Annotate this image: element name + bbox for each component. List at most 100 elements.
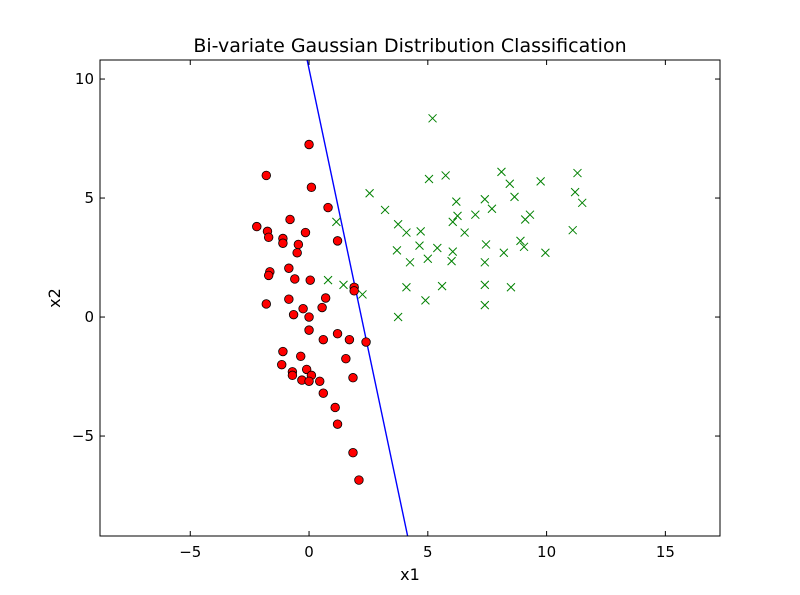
- circle-marker-point: [288, 309, 299, 320]
- x-marker-point: [393, 312, 403, 322]
- x-marker-point: [447, 256, 456, 266]
- x-marker-point: [451, 197, 461, 206]
- circle-marker-point: [348, 448, 358, 458]
- circle-marker-point: [349, 286, 359, 296]
- circle-marker-point: [306, 182, 317, 193]
- x-marker-point: [573, 168, 582, 178]
- circle-marker-point: [261, 299, 271, 309]
- x-marker-point: [481, 240, 491, 249]
- circle-marker-point: [304, 139, 314, 150]
- x-tick-label: 10: [537, 543, 556, 561]
- y-tick-label: 10: [75, 70, 94, 88]
- circle-marker-point: [292, 248, 302, 258]
- circle-marker-point: [290, 274, 300, 284]
- x-tick-label: 15: [656, 543, 675, 561]
- x-marker-point: [424, 174, 434, 184]
- x-marker-point: [432, 243, 442, 253]
- x-marker-point: [332, 217, 341, 227]
- x-marker-point: [323, 275, 333, 285]
- x-marker-point: [428, 113, 437, 123]
- x-marker-point: [448, 247, 458, 256]
- circle-marker-point: [318, 388, 328, 398]
- x-tick-label: 0: [304, 543, 314, 561]
- x-marker-point: [480, 194, 490, 204]
- circle-marker-point: [332, 236, 343, 246]
- x-marker-point: [519, 242, 529, 252]
- circle-marker-point: [330, 402, 340, 413]
- x-marker-point: [416, 227, 426, 236]
- x-marker-point: [437, 281, 447, 291]
- circle-marker-point: [344, 334, 355, 345]
- y-tick-label: 5: [84, 189, 94, 207]
- circle-marker-point: [278, 346, 288, 357]
- circle-marker-point: [305, 275, 315, 285]
- x-marker-point: [393, 219, 403, 229]
- circle-marker-point: [293, 239, 304, 250]
- x-marker-point: [470, 210, 480, 220]
- x-marker-point: [358, 290, 367, 299]
- circle-marker-point: [304, 325, 314, 335]
- plot-marks: [252, 60, 587, 536]
- circle-marker-point: [263, 232, 274, 243]
- circle-marker-point: [296, 351, 306, 362]
- x-marker-point: [421, 296, 430, 305]
- circle-marker-point: [263, 270, 274, 281]
- x-marker-point: [577, 198, 587, 208]
- x-marker-point: [516, 236, 525, 246]
- circle-marker-point: [348, 373, 358, 383]
- x-marker-point: [520, 215, 530, 224]
- x-marker-point: [448, 217, 458, 227]
- circle-marker-point: [300, 227, 311, 238]
- circle-marker-point: [304, 376, 314, 387]
- x-marker-point: [365, 188, 374, 198]
- x-marker-point: [453, 211, 462, 221]
- circle-marker-point: [287, 370, 298, 381]
- x-tick-label: −5: [179, 543, 201, 561]
- chart-title: Bi-variate Gaussian Distribution Classif…: [193, 35, 626, 57]
- circle-marker-point: [304, 312, 314, 322]
- x-axis-label: x1: [400, 565, 420, 584]
- circle-marker-point: [261, 170, 271, 181]
- x-marker-point: [380, 205, 390, 215]
- x-marker-point: [487, 204, 497, 214]
- circle-marker-point: [284, 263, 294, 273]
- y-tick-label: −5: [72, 427, 94, 445]
- x-marker-point: [402, 228, 411, 237]
- x-marker-point: [480, 300, 490, 310]
- x-marker-point: [405, 257, 415, 267]
- x-marker-point: [541, 248, 550, 258]
- x-marker-point: [499, 248, 509, 258]
- x-tick-label: 5: [423, 543, 433, 561]
- x-marker-point: [392, 246, 402, 255]
- x-marker-point: [339, 280, 348, 290]
- circle-marker-point: [318, 334, 328, 345]
- circle-marker-point: [277, 359, 287, 370]
- y-axis-label: x2: [45, 288, 64, 308]
- circle-marker-point: [323, 202, 333, 213]
- circle-marker-point: [278, 238, 288, 248]
- circle-marker-point: [315, 376, 325, 387]
- axis-ticks: −5 0 5 10 15 −5 0 5 10: [72, 60, 720, 561]
- x-marker-point: [441, 171, 450, 180]
- circle-marker-point: [332, 419, 343, 429]
- circle-marker-point: [284, 294, 294, 304]
- circle-marker-point: [252, 221, 262, 232]
- x-marker-point: [536, 177, 546, 186]
- x-marker-point: [497, 167, 506, 177]
- circle-marker-point: [361, 337, 371, 347]
- x-marker-point: [505, 179, 515, 189]
- plot-frame: [99, 59, 721, 537]
- circle-marker-point: [298, 304, 308, 314]
- circle-marker-point: [285, 214, 295, 225]
- y-tick-label: 0: [84, 308, 94, 326]
- x-marker-point: [568, 225, 578, 235]
- circle-marker-point: [332, 329, 343, 339]
- circle-marker-point: [341, 353, 351, 364]
- decision-boundary-line: [306, 60, 409, 536]
- x-marker-point: [506, 282, 516, 292]
- circle-marker-point: [354, 475, 364, 485]
- circle-marker-point: [317, 302, 327, 313]
- x-marker-point: [460, 228, 469, 237]
- x-marker-point: [480, 257, 490, 267]
